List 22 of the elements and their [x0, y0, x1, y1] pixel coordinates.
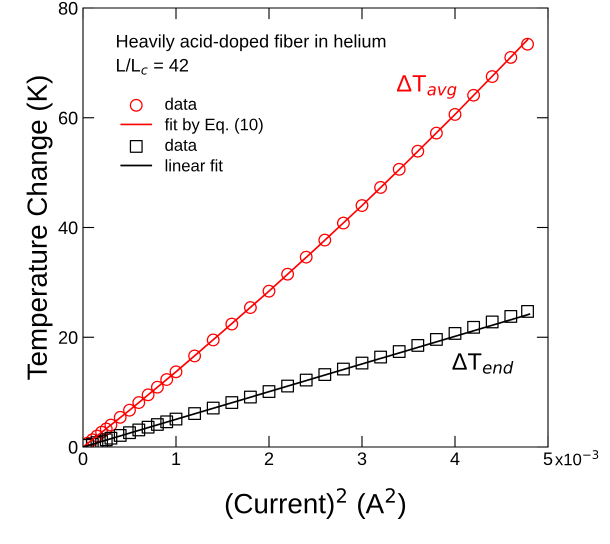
- x-tick-label: 1: [172, 452, 180, 465]
- y-axis-title: Temperature Change (K): [26, 76, 52, 380]
- legend-label: fit by Eq. (10): [164, 118, 263, 134]
- legend-label: linear fit: [166, 159, 223, 172]
- annotation: ΔT$_{avg}$: [396, 75, 456, 99]
- annotation: Heavily acid-doped fiber in helium: [117, 34, 386, 52]
- y-tick-label: 20: [58, 331, 78, 344]
- x-axis-title: (Current)$^{2}$ (A$^{2}$): [226, 488, 406, 519]
- x-tick-label: 3: [358, 452, 366, 466]
- y-tick-label: 40: [58, 221, 78, 234]
- annotation: L/L$_{c}$ = 42: [117, 58, 188, 75]
- legend-label: data: [165, 98, 198, 110]
- x-tick-label: 2: [264, 452, 274, 465]
- y-tick-label: 60: [58, 112, 78, 124]
- x-tick-label: 4: [450, 452, 460, 465]
- x-tick-label: 0: [78, 452, 88, 466]
- legend-label: data: [165, 138, 198, 151]
- y-tick-label: 80: [58, 2, 78, 15]
- y-tick-label: 0: [68, 440, 78, 454]
- text: x10$^{−3}$: [555, 450, 598, 466]
- x-tick-label: 5: [544, 452, 552, 466]
- annotation: ΔT$_{end}$: [452, 353, 514, 374]
